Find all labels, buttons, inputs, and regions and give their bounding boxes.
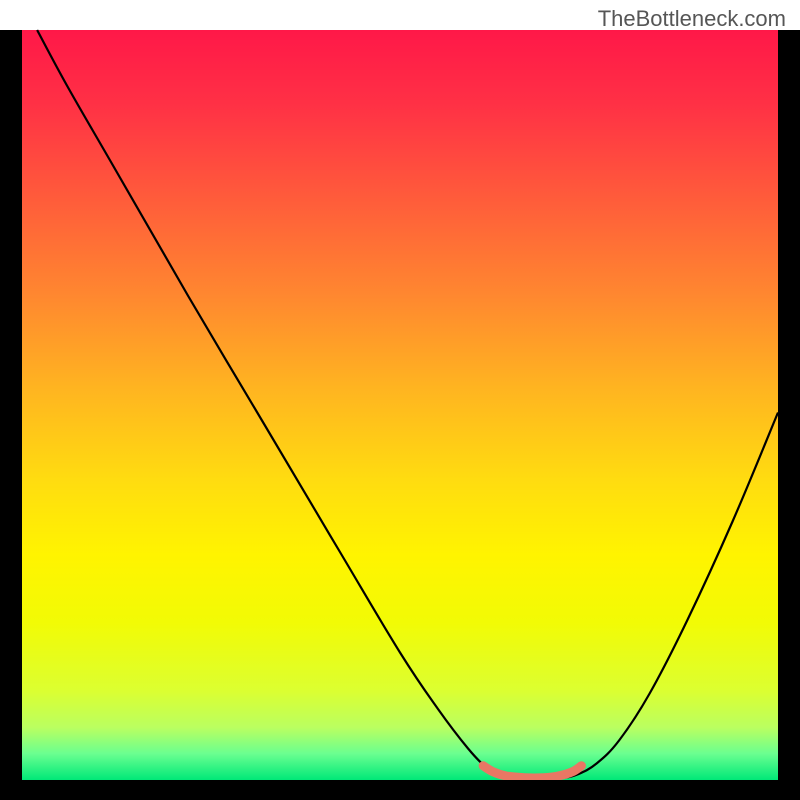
y-axis (0, 30, 22, 800)
bottleneck-chart: TheBottleneck.com (0, 0, 800, 800)
watermark-text: TheBottleneck.com (598, 6, 786, 32)
x-axis (0, 780, 800, 800)
right-frame (778, 30, 800, 800)
chart-svg (0, 0, 800, 800)
